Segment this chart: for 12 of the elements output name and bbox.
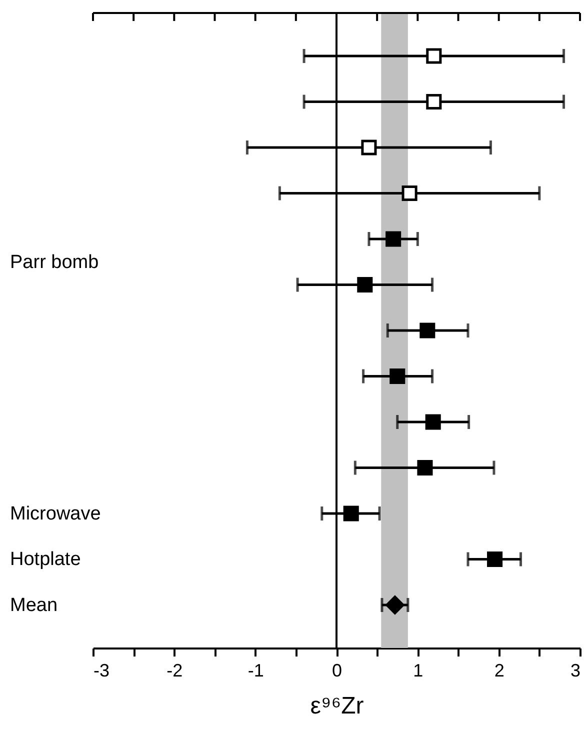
text: Mean xyxy=(10,594,58,616)
x-tick-label: -3 xyxy=(94,660,110,680)
x-axis-title: ε⁹⁶Zr xyxy=(310,692,364,720)
annotation: Microwave xyxy=(10,503,101,524)
x-tick-label: 0 xyxy=(332,660,342,680)
text: Hotplate xyxy=(10,549,81,570)
x-tick-label: 1 xyxy=(413,660,424,680)
x-tick-label: -2 xyxy=(166,660,183,680)
x-tick-label: -1 xyxy=(248,660,264,680)
x-tick-label: 2 xyxy=(494,660,504,680)
x-tick-label: 3 xyxy=(570,660,580,680)
annotation: Parr bomb xyxy=(10,252,99,273)
